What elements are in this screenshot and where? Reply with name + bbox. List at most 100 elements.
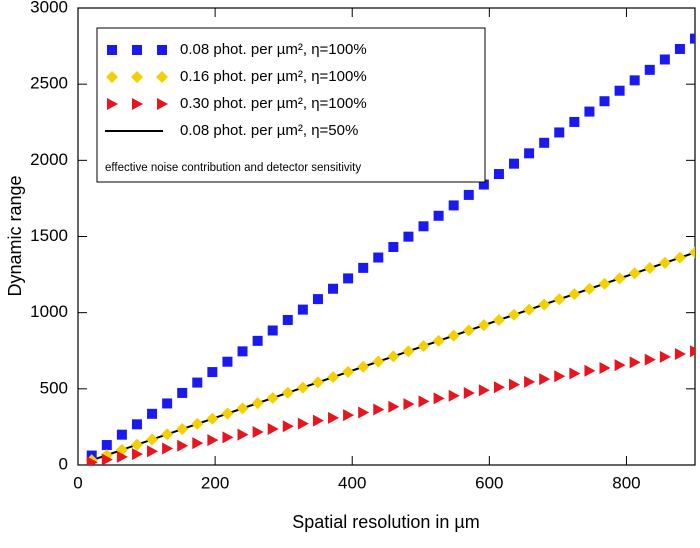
marker-diamond <box>492 313 505 326</box>
marker-triangle <box>86 456 98 465</box>
marker-diamond <box>417 340 430 353</box>
marker-triangle <box>524 375 536 388</box>
marker-diamond <box>236 402 249 415</box>
marker-square <box>569 116 580 127</box>
marker-square <box>629 75 640 86</box>
marker-diamond <box>462 324 475 337</box>
marker-diamond <box>161 428 174 441</box>
marker-diamond <box>658 256 671 269</box>
marker-diamond <box>689 246 695 259</box>
marker-diamond <box>311 376 324 389</box>
marker-square <box>584 106 595 117</box>
marker-diamond <box>251 397 264 410</box>
marker-square <box>252 335 263 346</box>
marker-triangle <box>107 98 118 110</box>
marker-triangle <box>116 450 128 463</box>
plot-area <box>85 33 695 465</box>
x-tick-label: 600 <box>475 473 503 492</box>
marker-triangle <box>659 350 671 363</box>
marker-diamond <box>387 350 400 363</box>
marker-triangle <box>554 370 566 383</box>
marker-square <box>267 325 278 336</box>
marker-diamond <box>477 319 490 332</box>
marker-diamond <box>643 262 656 275</box>
marker-triangle <box>539 373 551 386</box>
x-tick-label: 0 <box>73 473 82 492</box>
marker-triangle <box>403 398 415 411</box>
marker-square <box>131 419 142 430</box>
marker-triangle <box>418 395 430 408</box>
annotation: effective noise contribution and detecto… <box>105 162 361 174</box>
y-axis-title: Dynamic range <box>5 175 25 296</box>
marker-square <box>207 367 218 378</box>
marker-triangle <box>674 347 686 360</box>
marker-diamond <box>553 293 566 306</box>
marker-triangle <box>207 434 219 447</box>
marker-triangle <box>358 406 370 419</box>
legend-label: 0.16 phot. per µm², η=100% <box>180 68 367 85</box>
marker-diamond <box>583 282 596 295</box>
marker-diamond <box>357 360 370 373</box>
marker-diamond <box>568 288 581 301</box>
marker-diamond <box>402 345 415 358</box>
marker-triangle <box>373 403 385 416</box>
marker-square <box>599 96 610 107</box>
marker-diamond <box>372 355 385 368</box>
marker-triangle <box>569 367 581 380</box>
y-tick-label: 3000 <box>30 0 68 16</box>
marker-square <box>157 45 167 55</box>
marker-square <box>116 429 127 440</box>
marker-square <box>312 294 323 305</box>
marker-triangle <box>388 400 400 413</box>
marker-triangle <box>433 392 445 405</box>
marker-square <box>478 179 489 190</box>
marker-square <box>282 314 293 325</box>
marker-triangle <box>599 361 611 374</box>
marker-square <box>237 346 248 357</box>
marker-diamond <box>176 423 189 436</box>
marker-triangle <box>131 448 143 461</box>
marker-square <box>463 189 474 200</box>
marker-square <box>524 148 535 159</box>
x-axis-title: Spatial resolution in µm <box>292 512 479 532</box>
marker-diamond <box>342 365 355 378</box>
marker-square <box>554 127 565 138</box>
marker-triangle <box>312 414 324 427</box>
marker-triangle <box>297 417 309 430</box>
marker-triangle <box>252 425 264 438</box>
marker-square <box>132 45 142 55</box>
y-tick-label: 500 <box>40 378 68 397</box>
marker-triangle <box>192 437 204 450</box>
marker-triangle <box>328 411 340 424</box>
marker-diamond <box>221 407 234 420</box>
marker-square <box>328 283 339 294</box>
marker-diamond <box>613 272 626 285</box>
marker-diamond <box>206 412 219 425</box>
marker-square <box>222 356 233 367</box>
marker-triangle <box>177 439 189 452</box>
marker-square <box>147 408 158 419</box>
marker-diamond <box>281 386 294 399</box>
marker-square <box>388 242 399 253</box>
marker-triangle <box>343 409 355 422</box>
x-tick-label: 200 <box>201 473 229 492</box>
marker-triangle <box>629 356 641 369</box>
marker-diamond <box>432 334 445 347</box>
marker-square <box>433 210 444 221</box>
marker-triangle <box>132 98 143 110</box>
marker-square <box>690 33 695 44</box>
marker-square <box>101 440 112 451</box>
marker-diamond <box>146 433 159 446</box>
marker-triangle <box>493 381 505 394</box>
marker-square <box>659 54 670 65</box>
y-tick-label: 0 <box>59 454 68 473</box>
marker-square <box>644 64 655 75</box>
marker-diamond <box>156 71 168 83</box>
marker-diamond <box>130 438 143 451</box>
marker-square <box>509 158 520 169</box>
marker-diamond <box>508 308 521 321</box>
marker-diamond <box>266 391 279 404</box>
marker-triangle <box>614 359 626 372</box>
